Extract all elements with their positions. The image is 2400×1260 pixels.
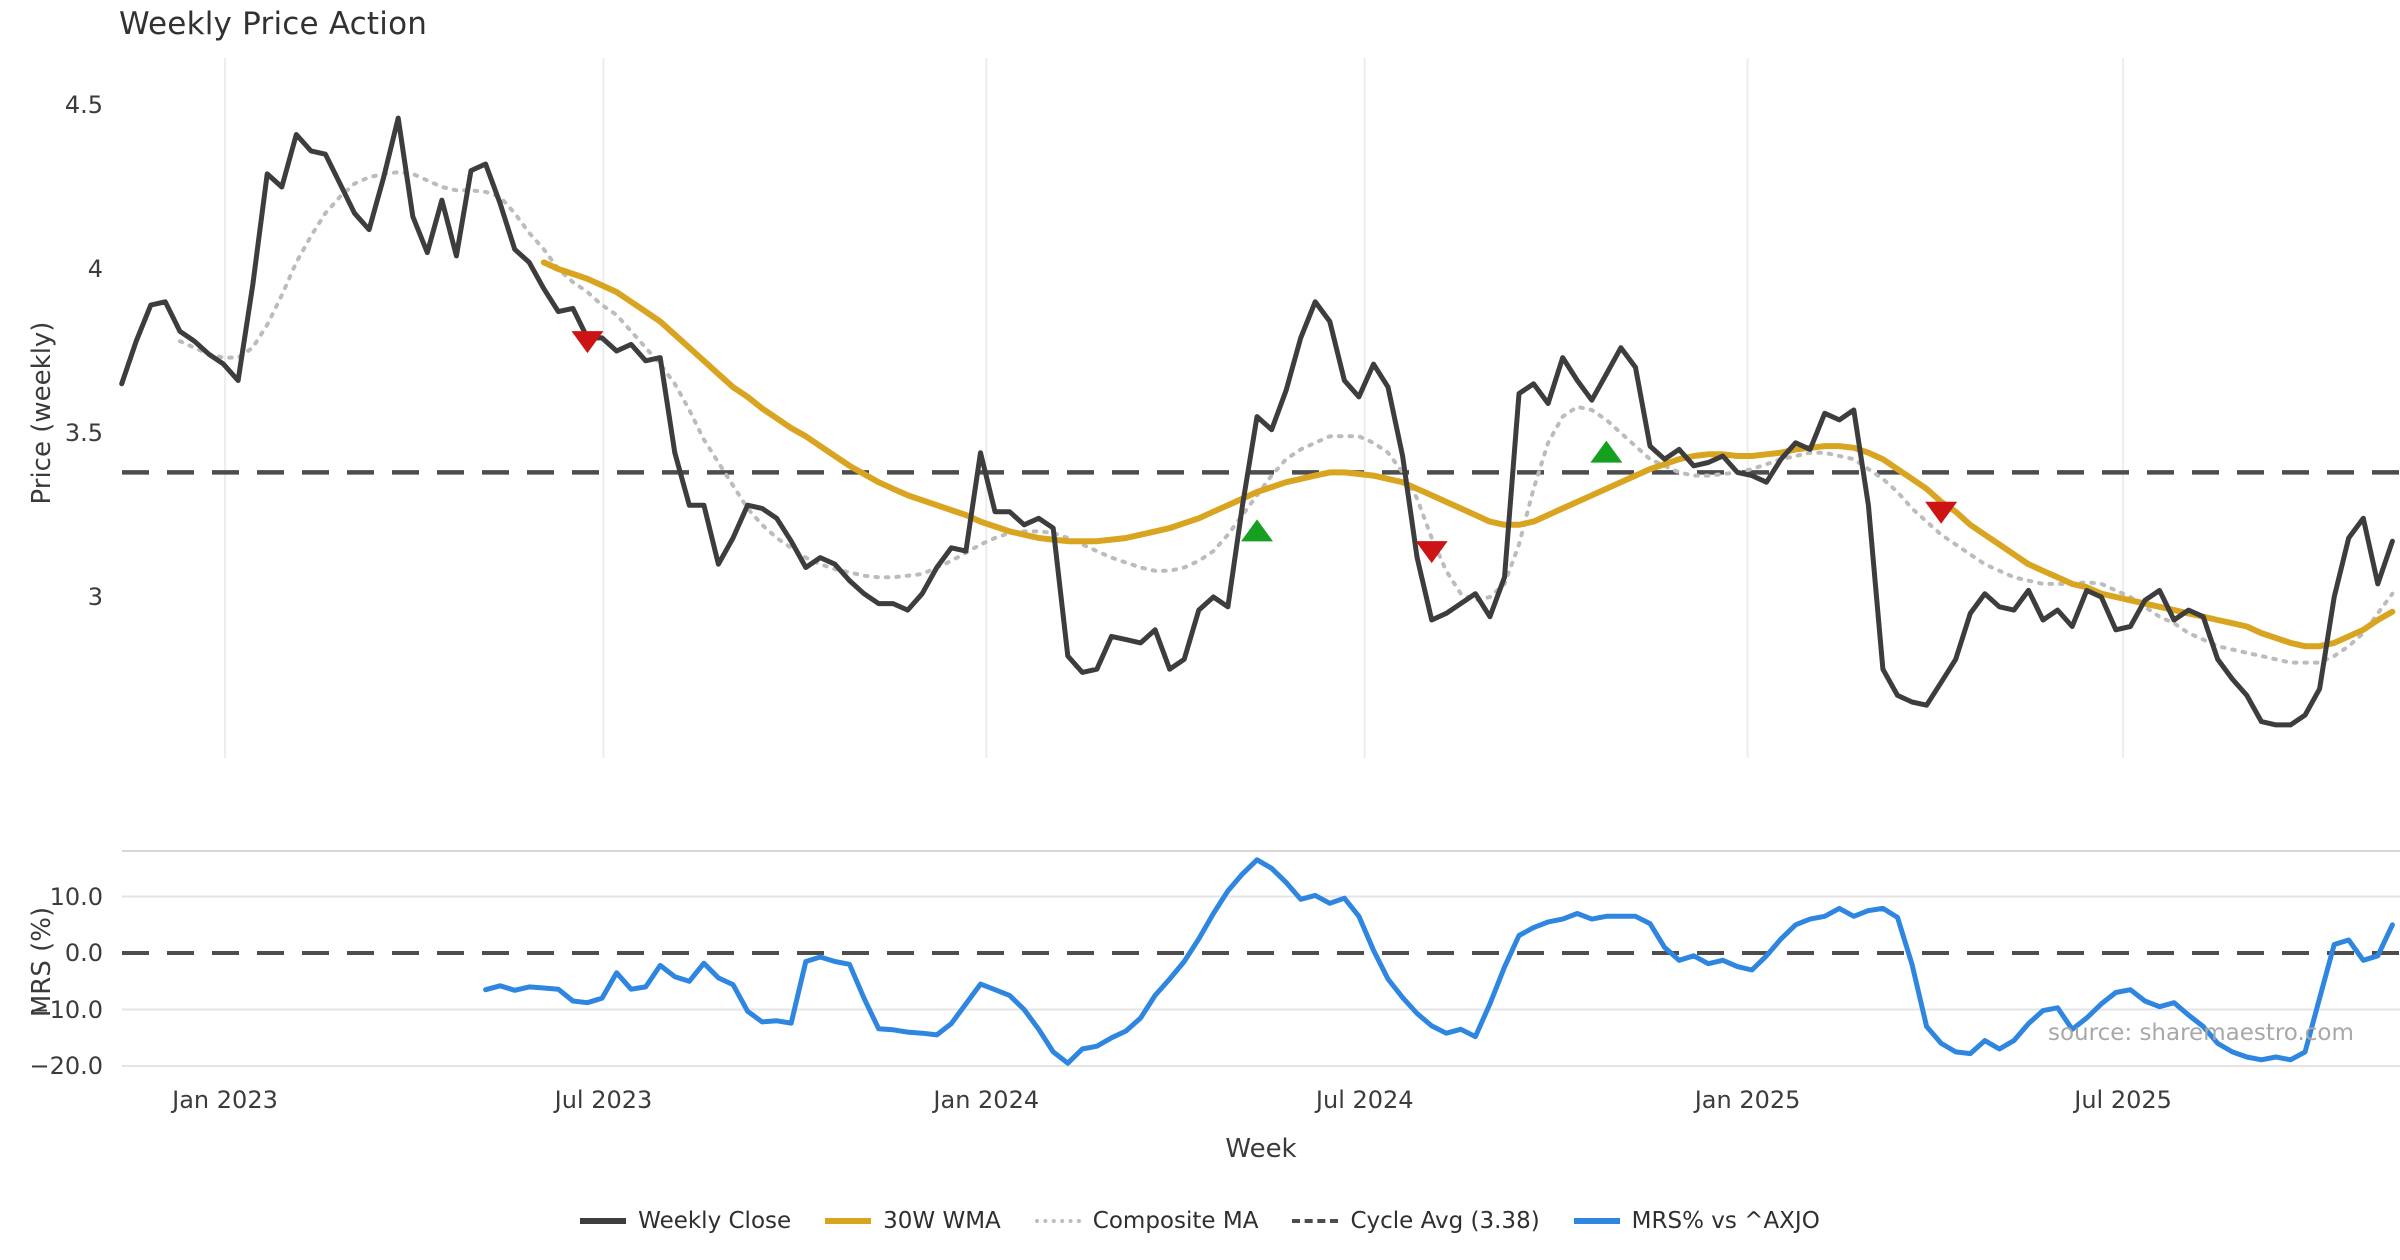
mrs-tick-0: 10.0 <box>49 882 103 911</box>
buy-marker-1 <box>1590 440 1623 463</box>
weekly-close-line <box>119 115 2395 728</box>
mrs-line <box>483 857 2395 1066</box>
x-tick-jan-2023: Jan 2023 <box>172 1086 278 1114</box>
legend-label: Weekly Close <box>638 1208 792 1234</box>
sell-marker-1 <box>1415 541 1448 564</box>
sell-marker-0 <box>571 331 604 354</box>
legend-item-composite-ma: Composite MA <box>1034 1208 1259 1234</box>
legend-label: MRS% vs ^AXJO <box>1631 1208 1820 1234</box>
legend-label: Cycle Avg (3.38) <box>1350 1208 1540 1234</box>
x-tick-jul-2023: Jul 2023 <box>554 1086 653 1114</box>
buy-marker-0 <box>1241 519 1274 542</box>
price-tick-4.5: 4.5 <box>64 91 103 119</box>
x-tick-jul-2025: Jul 2025 <box>2074 1086 2172 1114</box>
legend-item-mrs-vs-axjo: MRS% vs ^AXJO <box>1573 1208 1820 1234</box>
week-axis-label: Week <box>1225 1134 1297 1164</box>
x-tick-jan-2024: Jan 2024 <box>933 1086 1040 1114</box>
legend-label: 30W WMA <box>883 1208 1001 1234</box>
mrs-tick-3: −20.0 <box>29 1052 103 1080</box>
x-tick-jul-2024: Jul 2024 <box>1315 1086 1414 1114</box>
legend-swatch-solid <box>1573 1218 1620 1224</box>
legend-swatch-dashed <box>1292 1219 1339 1223</box>
mrs-tick-2: −10.0 <box>29 995 103 1024</box>
sell-marker-2 <box>1925 501 1958 524</box>
chart-title: Weekly Price Action <box>119 6 428 42</box>
x-tick-jan-2025: Jan 2025 <box>1694 1086 1801 1114</box>
composite-ma-line <box>177 170 2395 665</box>
price-tick-3: 3 <box>87 583 103 611</box>
price-axis-label: Price (weekly) <box>27 321 57 505</box>
price-tick-3.5: 3.5 <box>64 419 103 447</box>
legend: Weekly Close 30W WMA Composite MA Cycle Avg… <box>0 1208 2400 1234</box>
legend-item-cycle-avg-3-38-: Cycle Avg (3.38) <box>1292 1208 1540 1234</box>
legend-swatch-solid <box>825 1218 872 1224</box>
legend-label: Composite MA <box>1092 1208 1259 1234</box>
source-credit: source: sharemaestro.com <box>2048 1020 2354 1046</box>
legend-swatch-solid <box>580 1218 627 1224</box>
mrs-tick-1: 0.0 <box>64 939 103 967</box>
legend-item-weekly-close: Weekly Close <box>580 1208 791 1234</box>
wma-line <box>540 259 2396 650</box>
legend-item-30w-wma: 30W WMA <box>825 1208 1001 1234</box>
legend-swatch-dotted <box>1034 1219 1081 1223</box>
price-tick-4: 4 <box>87 255 103 283</box>
